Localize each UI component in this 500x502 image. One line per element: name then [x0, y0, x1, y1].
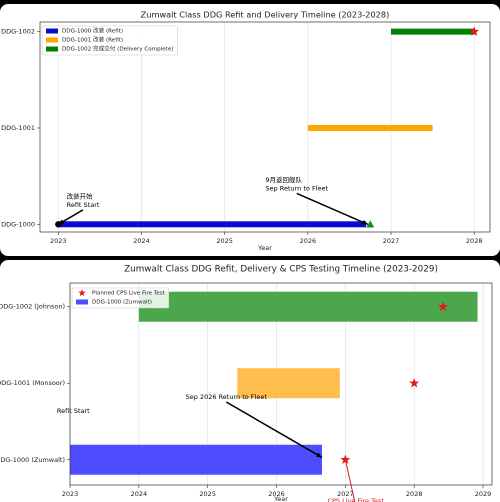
- annotation-text: Refit Start: [57, 407, 90, 415]
- x-tick-label: 2029: [475, 490, 492, 498]
- x-tick-label: 2023: [50, 237, 67, 245]
- arrow-head: [361, 219, 368, 225]
- annotation-text: 改装开始: [67, 191, 94, 200]
- annotation-text: Refit Start: [67, 201, 100, 209]
- x-tick-label: 2024: [131, 490, 148, 498]
- x-tick-label: 2027: [337, 490, 354, 498]
- star-marker: [469, 26, 480, 36]
- legend-swatch: [76, 299, 88, 305]
- annotation-text: 9月返回舰队: [265, 175, 302, 184]
- annotation-text: CPS Live Fire Test: [327, 497, 384, 502]
- legend-swatch: [46, 28, 58, 34]
- legend-label: DDG-1000 (Zumwalt): [92, 300, 152, 306]
- top-card: [0, 4, 500, 256]
- arrow-head: [58, 219, 65, 225]
- y-tick-label: DDG-1002: [1, 28, 35, 36]
- annotation-text: Sep 2026 Return to Fleet: [186, 393, 268, 401]
- star-marker: [78, 289, 86, 297]
- legend-box: [71, 287, 170, 309]
- legend-label: Planned CPS Live Fire Test: [92, 291, 166, 297]
- x-tick-label: 2028: [406, 490, 423, 498]
- legend-swatch: [46, 37, 58, 43]
- chart-title: Zumwalt Class DDG Refit, Delivery & CPS …: [124, 265, 438, 275]
- x-axis-label: Year: [273, 495, 288, 502]
- legend-label: DDG-1001 改装 (Refit): [62, 36, 123, 44]
- plot-frame: [39, 21, 491, 233]
- legend-swatch: [46, 46, 58, 52]
- x-tick-label: 2025: [199, 490, 216, 498]
- x-tick-label: 2024: [133, 237, 150, 245]
- x-tick-label: 2026: [300, 237, 317, 245]
- annotation-arrow: [344, 459, 356, 502]
- annotation-text: Sep Return to Fleet: [265, 184, 328, 192]
- plot-frame: [69, 282, 493, 486]
- triangle-marker: [366, 220, 375, 228]
- legend-box: [41, 25, 178, 56]
- annotation-arrow: [296, 192, 369, 225]
- x-tick-label: 2023: [62, 490, 79, 498]
- x-tick-label: 2026: [268, 490, 285, 498]
- star-marker: [409, 378, 420, 388]
- chart-title: Zumwalt Class DDG Refit and Delivery Tim…: [141, 10, 390, 20]
- x-axis-label: Year: [257, 244, 272, 252]
- bar: [138, 291, 478, 322]
- x-tick-label: 2028: [466, 237, 483, 245]
- bar: [70, 444, 322, 475]
- annotation-arrow: [225, 401, 323, 459]
- y-tick-label: DDG-1000 (Zumwalt): [0, 456, 65, 464]
- legend-label: DDG-1002 完成交付 (Delivery Complete): [62, 45, 173, 53]
- star-marker: [340, 454, 351, 464]
- x-tick-label: 2025: [216, 237, 233, 245]
- y-tick-label: DDG-1001: [1, 124, 35, 132]
- legend-label: DDG-1000 改装 (Refit): [62, 27, 123, 35]
- bar: [391, 28, 475, 35]
- y-tick-label: DDG-1002 (Johnson): [0, 303, 65, 311]
- arrow-head: [316, 452, 322, 458]
- x-tick-label: 2027: [383, 237, 400, 245]
- bar: [307, 124, 433, 131]
- y-tick-label: DDG-1000: [1, 220, 35, 228]
- bar: [237, 368, 340, 399]
- star-marker: [438, 301, 449, 311]
- bar: [58, 221, 367, 228]
- y-tick-label: DDG-1001 (Monsoor): [0, 379, 65, 387]
